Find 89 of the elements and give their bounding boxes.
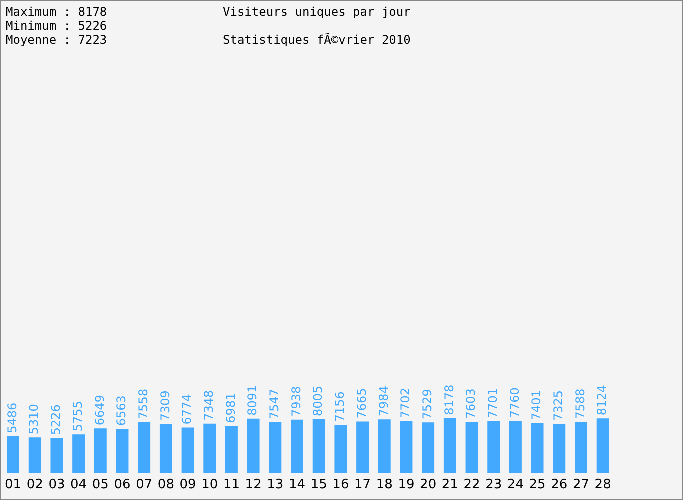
bar bbox=[225, 426, 238, 474]
data-label: 7938 bbox=[289, 386, 304, 417]
bar bbox=[312, 419, 326, 474]
data-label: 8124 bbox=[595, 385, 610, 416]
x-tick-label: 26 bbox=[551, 478, 568, 493]
data-label: 5486 bbox=[5, 402, 20, 434]
data-label: 7309 bbox=[158, 390, 172, 422]
data-label: 6563 bbox=[114, 396, 129, 426]
x-tick-label: 25 bbox=[529, 478, 546, 493]
x-tick-label: 04 bbox=[70, 478, 88, 493]
data-label: 7760 bbox=[508, 388, 522, 418]
data-label: 7558 bbox=[136, 388, 150, 420]
bar bbox=[378, 420, 391, 474]
text: Minimum : 5226 bbox=[6, 19, 108, 33]
data-label: 7603 bbox=[464, 388, 478, 420]
x-tick-label: 05 bbox=[92, 478, 109, 493]
bar bbox=[7, 436, 20, 474]
text: Moyenne : 7223 bbox=[6, 33, 108, 47]
x-tick-label: 08 bbox=[158, 478, 174, 493]
bar bbox=[575, 422, 588, 474]
x-tick-label: 15 bbox=[310, 478, 328, 493]
data-label: 8178 bbox=[442, 384, 456, 416]
bar bbox=[28, 438, 42, 474]
x-tick-label: 27 bbox=[572, 478, 590, 493]
chart-subtitle: Statistiques fÃ©vrier 2010 bbox=[223, 33, 411, 47]
bar bbox=[116, 429, 129, 474]
bar bbox=[204, 424, 216, 474]
bar bbox=[182, 428, 194, 474]
x-tick-label: 21 bbox=[442, 478, 458, 493]
data-label: 7588 bbox=[573, 388, 588, 420]
x-tick-label: 01 bbox=[5, 478, 22, 493]
data-label: 5226 bbox=[49, 404, 64, 436]
data-label: 5755 bbox=[70, 401, 85, 432]
bar bbox=[138, 422, 151, 474]
data-label: 7984 bbox=[376, 386, 391, 417]
data-label: 8005 bbox=[311, 386, 326, 416]
x-tick-label: 02 bbox=[26, 478, 44, 493]
data-label: 7401 bbox=[530, 390, 544, 421]
bar bbox=[553, 424, 566, 474]
bar bbox=[72, 434, 86, 474]
x-tick-label: 19 bbox=[398, 478, 415, 493]
text: Maximum : 8178 bbox=[6, 5, 108, 19]
data-label: 7348 bbox=[202, 390, 216, 421]
data-label: 7156 bbox=[333, 392, 348, 422]
x-tick-label: 17 bbox=[354, 478, 372, 493]
x-tick-label: 18 bbox=[376, 478, 393, 493]
x-tick-label: 06 bbox=[114, 478, 131, 493]
x-tick-label: 14 bbox=[288, 478, 306, 493]
bar bbox=[531, 424, 544, 474]
x-tick-label: 13 bbox=[267, 478, 284, 493]
data-label: 8091 bbox=[246, 385, 260, 416]
data-label: 5310 bbox=[27, 404, 42, 435]
bar bbox=[160, 424, 172, 474]
data-label: 6774 bbox=[180, 394, 194, 425]
data-label: 7665 bbox=[354, 388, 369, 419]
x-tick-label: 16 bbox=[332, 478, 350, 493]
x-tick-label: 03 bbox=[48, 478, 66, 493]
x-tick-label: 07 bbox=[136, 478, 153, 493]
x-tick-label: 24 bbox=[507, 478, 524, 493]
x-tick-label: 28 bbox=[594, 478, 612, 493]
data-label: 7701 bbox=[486, 388, 500, 418]
data-label: 7325 bbox=[552, 390, 566, 422]
chart-title: Visiteurs uniques par jour bbox=[223, 5, 411, 19]
bar bbox=[334, 425, 348, 474]
x-tick-label: 09 bbox=[180, 478, 196, 493]
x-tick-label: 10 bbox=[202, 478, 218, 493]
x-tick-label: 20 bbox=[420, 478, 437, 493]
data-label: 6981 bbox=[224, 392, 238, 424]
bar bbox=[422, 422, 435, 474]
bar bbox=[444, 418, 456, 474]
x-tick-label: 22 bbox=[464, 478, 480, 493]
bar bbox=[488, 421, 500, 474]
x-tick-label: 11 bbox=[223, 478, 240, 493]
bar bbox=[356, 422, 370, 474]
bar bbox=[291, 420, 304, 474]
bar bbox=[596, 418, 610, 474]
x-tick-label: 23 bbox=[486, 478, 502, 493]
bar bbox=[50, 438, 64, 474]
bar bbox=[509, 421, 522, 474]
bar bbox=[94, 428, 107, 474]
bar bbox=[269, 422, 282, 474]
x-tick-label: 12 bbox=[245, 478, 262, 493]
data-label: 7529 bbox=[420, 389, 434, 420]
data-label: 7547 bbox=[268, 388, 282, 420]
bar bbox=[400, 421, 413, 474]
data-label: 6649 bbox=[92, 395, 107, 426]
data-label: 7702 bbox=[398, 388, 413, 418]
bar bbox=[247, 418, 260, 474]
bar bbox=[466, 422, 478, 474]
